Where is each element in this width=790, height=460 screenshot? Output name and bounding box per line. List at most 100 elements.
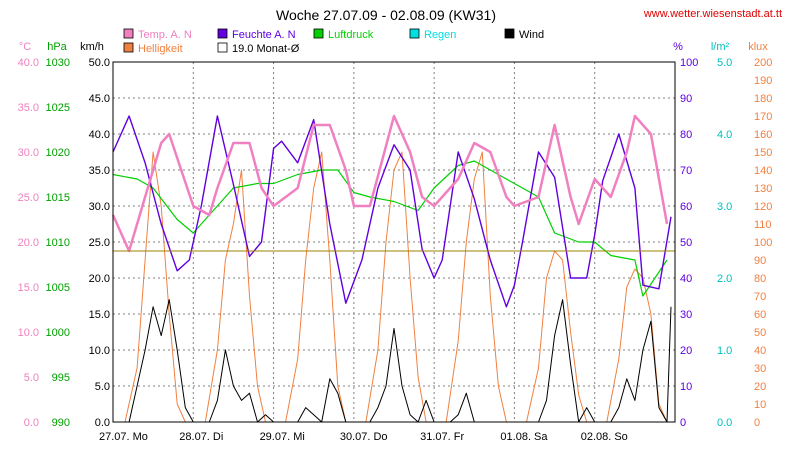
pressure-tick-label: 1030: [46, 57, 70, 69]
legend-label-wind: Wind: [519, 29, 544, 41]
temp-tick-label: 10.0: [18, 327, 39, 339]
wind-tick-label: 15.0: [89, 309, 110, 321]
series-temp: [111, 114, 669, 253]
light-tick-label: 70: [754, 291, 766, 303]
wind-tick-label: 20.0: [89, 273, 110, 285]
light-tick-label: 90: [754, 255, 766, 267]
legend-swatch-luftdruck: [313, 28, 324, 39]
rain-tick-label: 5.0: [717, 57, 732, 69]
legend: Temp. A. N Feuchte A. N Luftdruck Regen Wind…: [123, 28, 544, 55]
pressure-tick-label: 990: [52, 417, 70, 429]
axis-unit-label: klux: [748, 41, 768, 53]
chart-title: Woche 27.07.09 - 02.08.09 (KW31): [276, 7, 496, 23]
humidity-tick-label: 0: [680, 417, 686, 429]
temp-tick-label: 30.0: [18, 147, 39, 159]
light-tick-label: 120: [754, 201, 772, 213]
x-tick-label: 31.07. Fr: [420, 431, 464, 443]
rain-tick-label: 2.0: [717, 273, 732, 285]
temp-tick-label: 40.0: [18, 57, 39, 69]
legend-swatch-mean: [217, 42, 228, 53]
axis-units: °C hPa km/h% l/m² klux: [19, 41, 768, 53]
x-tick-label: 30.07. Do: [340, 431, 388, 443]
series-wind: [113, 299, 672, 423]
light-tick-label: 170: [754, 111, 772, 123]
pressure-tick-label: 995: [52, 372, 70, 384]
temp-tick-label: 25.0: [18, 192, 39, 204]
light-tick-label: 100: [754, 237, 772, 249]
wind-tick-label: 40.0: [89, 129, 110, 141]
x-tick-label: 02.08. So: [581, 431, 628, 443]
wind-tick-label: 30.0: [89, 201, 110, 213]
wind-tick-label: 25.0: [89, 237, 110, 249]
light-tick-label: 190: [754, 75, 772, 87]
temp-tick-label: 5.0: [24, 372, 39, 384]
rain-tick-label: 3.0: [717, 201, 732, 213]
wind-tick-label: 50.0: [89, 57, 110, 69]
light-tick-label: 10: [754, 399, 766, 411]
legend-label-mean: 19.0 Monat-Ø: [232, 43, 300, 55]
legend-swatch-temp: [123, 28, 134, 39]
humidity-tick-label: 60: [680, 201, 692, 213]
pressure-tick-label: 1005: [46, 282, 70, 294]
pressure-tick-label: 1015: [46, 192, 70, 204]
light-tick-label: 0: [754, 417, 760, 429]
axis-unit-label: l/m²: [711, 41, 730, 53]
light-tick-label: 50: [754, 327, 766, 339]
legend-swatch-wind: [504, 28, 515, 39]
wind-tick-label: 45.0: [89, 93, 110, 105]
humidity-tick-label: 20: [680, 345, 692, 357]
series-layer: [111, 114, 675, 423]
light-tick-label: 180: [754, 93, 772, 105]
temp-tick-label: 0.0: [24, 417, 39, 429]
temp-tick-label: 15.0: [18, 282, 39, 294]
light-tick-label: 110: [754, 219, 772, 231]
humidity-tick-label: 90: [680, 93, 692, 105]
plot-frame: [112, 61, 676, 423]
pressure-tick-label: 1010: [46, 237, 70, 249]
rain-tick-label: 1.0: [717, 345, 732, 357]
light-tick-label: 20: [754, 381, 766, 393]
wind-tick-label: 0.0: [95, 417, 110, 429]
light-tick-label: 130: [754, 183, 772, 195]
light-tick-label: 150: [754, 147, 772, 159]
rain-tick-label: 0.0: [717, 417, 732, 429]
light-tick-label: 80: [754, 273, 766, 285]
light-tick-label: 200: [754, 57, 772, 69]
light-tick-label: 30: [754, 363, 766, 375]
light-tick-label: 160: [754, 129, 772, 141]
temp-tick-label: 35.0: [18, 102, 39, 114]
light-tick-label: 140: [754, 165, 772, 177]
legend-label-helligkeit: Helligkeit: [138, 43, 183, 55]
axis-unit-label: °C: [19, 41, 31, 53]
axis-unit-label: hPa: [47, 41, 67, 53]
humidity-tick-label: 70: [680, 165, 692, 177]
humidity-tick-label: 50: [680, 237, 692, 249]
series-feuchte: [112, 115, 672, 308]
legend-swatch-feuchte: [217, 28, 228, 39]
series-luftdruck: [112, 160, 668, 297]
humidity-tick-label: 100: [680, 57, 698, 69]
axis-unit-label: %: [673, 41, 683, 53]
legend-label-feuchte: Feuchte A. N: [232, 29, 296, 41]
x-tick-label: 01.08. Sa: [500, 431, 548, 443]
wind-tick-label: 35.0: [89, 165, 110, 177]
series-helligkeit: [113, 151, 668, 423]
light-tick-label: 60: [754, 309, 766, 321]
pressure-tick-label: 1020: [46, 147, 70, 159]
legend-label-regen: Regen: [424, 29, 456, 41]
legend-swatch-regen: [409, 28, 420, 39]
x-tick-label: 27.07. Mo: [99, 431, 148, 443]
x-tick-label: 29.07. Mi: [260, 431, 305, 443]
rain-tick-label: 4.0: [717, 129, 732, 141]
source-link[interactable]: www.wetter.wiesenstadt.at.tt: [643, 8, 782, 20]
humidity-tick-label: 80: [680, 129, 692, 141]
x-axis: 27.07. Mo 28.07. Di 29.07. Mi 30.07. Do 31.0…: [99, 431, 628, 443]
wind-tick-label: 5.0: [95, 381, 110, 393]
legend-label-luftdruck: Luftdruck: [328, 29, 374, 41]
legend-swatch-helligkeit: [123, 42, 134, 53]
pressure-tick-label: 1025: [46, 102, 70, 114]
y-axes: 0.0 5.0 10.0 15.0 20.0 25.0 30.0 35.0 40.0 990 995…: [18, 57, 773, 429]
wind-tick-label: 10.0: [89, 345, 110, 357]
